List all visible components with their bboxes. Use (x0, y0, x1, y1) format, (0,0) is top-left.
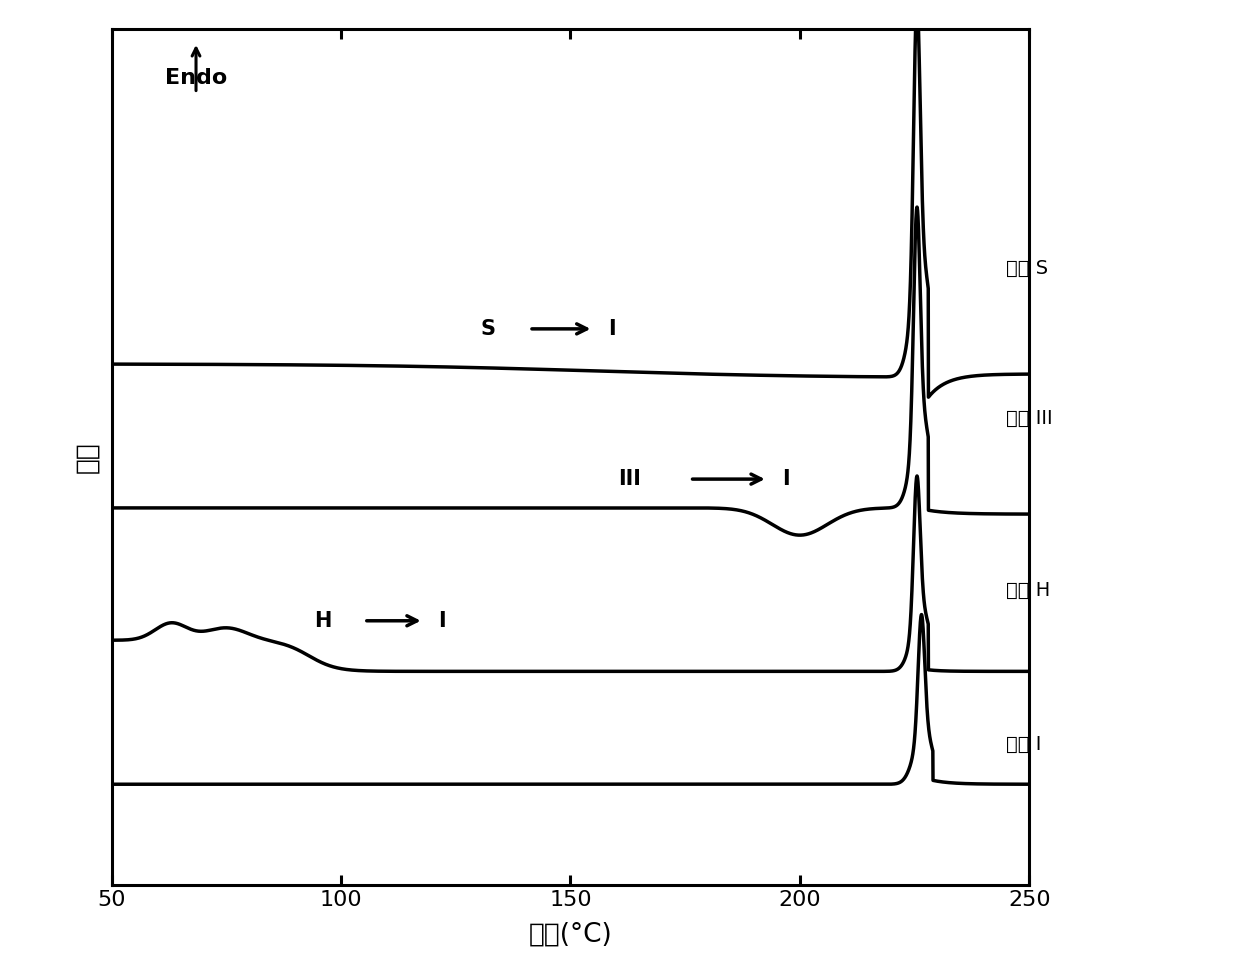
Text: III: III (619, 469, 641, 489)
Y-axis label: 热流: 热流 (74, 442, 100, 473)
X-axis label: 温度(°C): 温度(°C) (528, 921, 613, 948)
Text: 晶型 S: 晶型 S (1007, 260, 1048, 278)
Text: I: I (608, 319, 615, 339)
Text: 晶型 I: 晶型 I (1007, 735, 1042, 754)
Text: 晶型 III: 晶型 III (1007, 410, 1053, 428)
Text: S: S (480, 319, 495, 339)
Text: Endo: Endo (165, 68, 227, 88)
Text: I: I (438, 611, 445, 631)
Text: H: H (314, 611, 331, 631)
Text: 晶型 H: 晶型 H (1007, 581, 1050, 599)
Text: I: I (782, 469, 790, 489)
